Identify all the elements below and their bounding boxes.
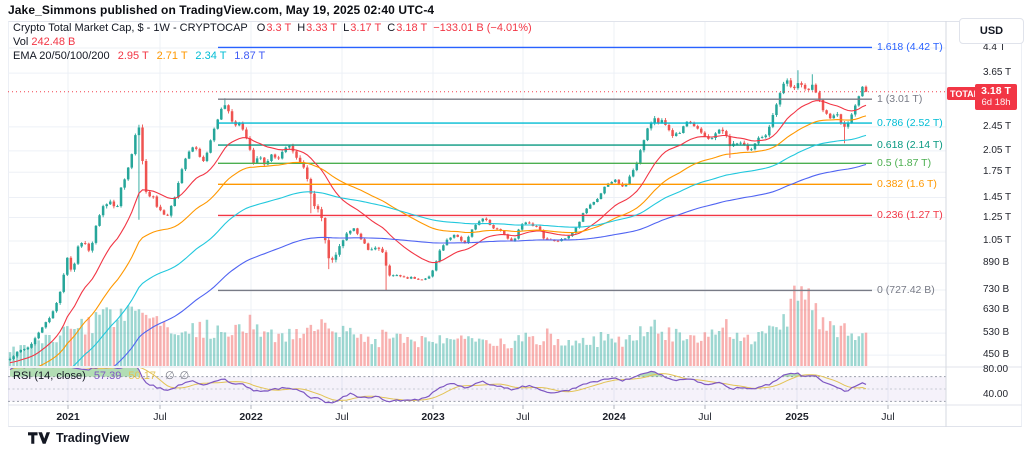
currency-toggle-button[interactable]: USD: [959, 18, 1024, 44]
fib-level-label: 0.236 (1.27 T): [877, 209, 943, 222]
ohlc-close: C3.18 T: [387, 22, 428, 34]
volume-bars: [8, 285, 868, 366]
ema20-value: 2.95 T: [117, 50, 149, 62]
rsi-label: RSI (14, close): [13, 370, 86, 382]
ohlc-open: O3.3 T: [256, 22, 292, 34]
symbol-title: Crypto Total Market Cap, $ - 1W - CRYPTO…: [13, 22, 248, 34]
fib-level-label: 1.618 (4.42 T): [877, 41, 943, 54]
fib-level-label: 0.5 (1.87 T): [877, 157, 932, 170]
price-tick-label: 530 B: [983, 327, 1010, 339]
price-tick-label: 1.05 T: [983, 235, 1012, 247]
price-tick-label: 450 B: [983, 349, 1010, 361]
fib-level-label: 1 (3.01 T): [877, 93, 923, 106]
price-tick-label: 4.4 T: [983, 42, 1006, 53]
time-tick-label: 2025: [785, 411, 809, 423]
fib-level-label: 0.618 (2.14 T): [877, 139, 943, 152]
legend-row-ema[interactable]: EMA 20/50/100/200 2.95 T 2.71 T 2.34 T 1…: [13, 50, 265, 62]
rsi-tick-label: 80.00: [983, 364, 1009, 376]
ema-label: EMA 20/50/100/200: [13, 50, 110, 62]
rsi-tick-label: 40.00: [983, 389, 1009, 401]
fib-level-label: 0 (727.42 B): [877, 284, 935, 297]
ohlc-high: H3.33 T: [297, 22, 338, 34]
price-tick-label: 1.45 T: [983, 191, 1012, 203]
price-tick-label: 3.65 T: [983, 67, 1012, 79]
time-tick-label: Jul: [698, 411, 712, 423]
rsi-empty-icon: ∅: [165, 370, 175, 382]
time-tick-label: 2024: [602, 411, 626, 423]
ema200-value: 1.87 T: [234, 50, 266, 62]
rsi-empty-icon: ∅: [179, 370, 190, 382]
chart-widget: [8, 21, 1022, 427]
legend-row-volume[interactable]: Vol 242.48 B: [13, 36, 75, 48]
last-price-badge: 3.18 T 6d 18h: [975, 84, 1017, 110]
volume-label: Vol: [13, 36, 29, 48]
last-price-value: 3.18 T: [981, 85, 1011, 97]
tradingview-logo-text: TradingView: [56, 431, 130, 445]
time-tick-label: 2023: [421, 411, 445, 423]
tradingview-logo-icon: [28, 432, 50, 444]
change-value: −133.01 B (−4.01%): [433, 22, 532, 34]
rsi-ma-value: 50.17: [128, 370, 156, 382]
rsi-pane: [8, 368, 946, 404]
published-byline: Jake_Simmons published on TradingView.co…: [8, 3, 435, 17]
candlesticks: [8, 70, 868, 362]
volume-value: 242.48 B: [31, 36, 76, 48]
tradingview-logo[interactable]: TradingView: [28, 431, 129, 445]
ema-lines: [9, 100, 867, 366]
time-tick-label: Jul: [153, 411, 167, 423]
price-tick-label: 890 B: [983, 257, 1010, 269]
time-tick-label: Jul: [881, 411, 895, 423]
time-tick-label: 2022: [239, 411, 263, 423]
rsi-value: 57.39: [93, 370, 122, 382]
fib-level-label: 0.382 (1.6 T): [877, 178, 937, 191]
legend-row-symbol[interactable]: Crypto Total Market Cap, $ - 1W - CRYPTO…: [13, 22, 532, 34]
ohlc-low: L3.17 T: [343, 22, 382, 34]
pane-separators: [8, 21, 1022, 427]
time-tick-label: Jul: [516, 411, 530, 423]
price-tick-label: 1.75 T: [983, 166, 1012, 178]
price-tick-label: 630 B: [983, 303, 1010, 315]
price-tick-label: 2.45 T: [983, 120, 1012, 132]
time-tick-label: Jul: [335, 411, 349, 423]
time-tick-label: 2021: [56, 411, 80, 423]
bar-countdown: 6d 18h: [981, 97, 1011, 108]
ema50-value: 2.71 T: [156, 50, 188, 62]
price-tick-label: 1.25 T: [983, 211, 1012, 223]
last-price-tag: TOTAL: [947, 87, 983, 100]
fib-level-label: 0.786 (2.52 T): [877, 117, 943, 130]
fib-retracement-lines[interactable]: [218, 46, 872, 292]
ema100-value: 2.34 T: [195, 50, 227, 62]
legend-row-rsi[interactable]: RSI (14, close) 57.39 50.17 ∅ ∅: [13, 369, 189, 382]
price-tick-label: 730 B: [983, 284, 1010, 295]
price-tick-label: 2.05 T: [983, 144, 1012, 156]
